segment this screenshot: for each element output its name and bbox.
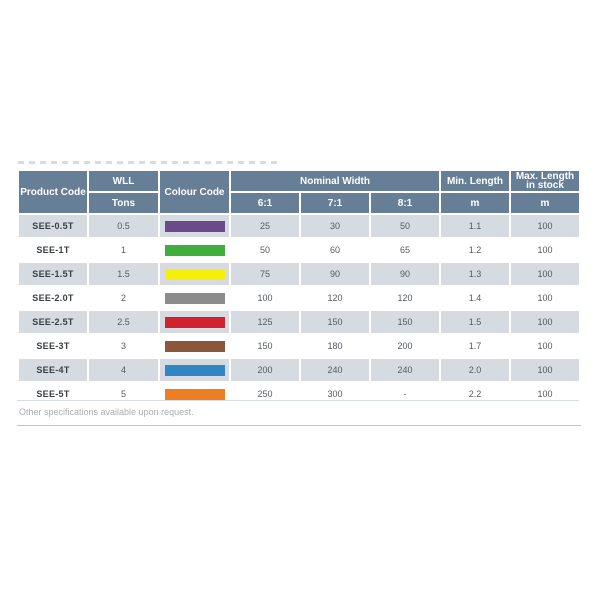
wll-cell: 3 xyxy=(89,335,158,359)
width-8-cell: 90 xyxy=(371,263,439,287)
width-6-cell: 75 xyxy=(231,263,299,287)
max-length-cell: 100 xyxy=(511,359,579,383)
header-min-length-unit: m xyxy=(441,193,509,215)
product-code-cell: SEE-2.5T xyxy=(19,311,87,335)
table-bottom-divider xyxy=(17,400,579,401)
width-8-cell: - xyxy=(371,383,439,407)
colour-cell xyxy=(160,311,229,335)
header-max-length-unit: m xyxy=(511,193,579,215)
min-length-cell: 1.3 xyxy=(441,263,509,287)
header-product-code: Product Code xyxy=(19,171,87,215)
max-length-cell: 100 xyxy=(511,263,579,287)
product-code-cell: SEE-1.5T xyxy=(19,263,87,287)
wll-cell: 0.5 xyxy=(89,215,158,239)
colour-cell xyxy=(160,383,229,407)
product-code-cell: SEE-2.0T xyxy=(19,287,87,311)
product-code-cell: SEE-5T xyxy=(19,383,87,407)
wll-cell: 2.5 xyxy=(89,311,158,335)
colour-cell xyxy=(160,335,229,359)
footnote-divider xyxy=(17,425,581,426)
wll-cell: 1.5 xyxy=(89,263,158,287)
max-length-cell: 100 xyxy=(511,383,579,407)
wll-cell: 4 xyxy=(89,359,158,383)
colour-swatch xyxy=(164,244,225,256)
footnote: Other specifications available upon requ… xyxy=(19,407,194,417)
width-6-cell: 100 xyxy=(231,287,299,311)
colour-swatch xyxy=(164,292,225,304)
product-code-cell: SEE-1T xyxy=(19,239,87,263)
width-7-cell: 30 xyxy=(301,215,369,239)
header-min-length: Min. Length xyxy=(441,171,509,193)
header-colour-code: Colour Code xyxy=(160,171,229,215)
width-7-cell: 120 xyxy=(301,287,369,311)
colour-swatch xyxy=(164,340,225,352)
header-wll: WLL xyxy=(89,171,158,193)
width-8-cell: 65 xyxy=(371,239,439,263)
colour-swatch xyxy=(164,316,225,328)
table-row: SEE-1T 1 50 60 65 1.2 100 xyxy=(19,239,579,263)
width-8-cell: 150 xyxy=(371,311,439,335)
colour-swatch xyxy=(164,220,225,232)
colour-cell xyxy=(160,239,229,263)
colour-cell xyxy=(160,215,229,239)
width-7-cell: 180 xyxy=(301,335,369,359)
width-7-cell: 240 xyxy=(301,359,369,383)
min-length-cell: 2.0 xyxy=(441,359,509,383)
width-7-cell: 300 xyxy=(301,383,369,407)
colour-cell xyxy=(160,263,229,287)
header-ratio-6: 6:1 xyxy=(231,193,299,215)
width-6-cell: 250 xyxy=(231,383,299,407)
table-row: SEE-1.5T 1.5 75 90 90 1.3 100 xyxy=(19,263,579,287)
width-6-cell: 50 xyxy=(231,239,299,263)
colour-cell xyxy=(160,359,229,383)
table-row: SEE-0.5T 0.5 25 30 50 1.1 100 xyxy=(19,215,579,239)
header-ratio-7: 7:1 xyxy=(301,193,369,215)
colour-swatch xyxy=(164,388,225,400)
table-row: SEE-4T 4 200 240 240 2.0 100 xyxy=(19,359,579,383)
max-length-cell: 100 xyxy=(511,335,579,359)
header-wll-unit: Tons xyxy=(89,193,158,215)
faint-caption-line xyxy=(18,161,280,164)
max-length-cell: 100 xyxy=(511,239,579,263)
width-8-cell: 240 xyxy=(371,359,439,383)
min-length-cell: 2.2 xyxy=(441,383,509,407)
wll-cell: 5 xyxy=(89,383,158,407)
header-nominal-width: Nominal Width xyxy=(231,171,439,193)
header-max-length: Max. Length in stock xyxy=(511,171,579,193)
wll-cell: 2 xyxy=(89,287,158,311)
min-length-cell: 1.2 xyxy=(441,239,509,263)
max-length-cell: 100 xyxy=(511,215,579,239)
min-length-cell: 1.4 xyxy=(441,287,509,311)
table-row: SEE-5T 5 250 300 - 2.2 100 xyxy=(19,383,579,407)
max-length-cell: 100 xyxy=(511,287,579,311)
width-7-cell: 150 xyxy=(301,311,369,335)
table-row: SEE-2.5T 2.5 125 150 150 1.5 100 xyxy=(19,311,579,335)
header-ratio-8: 8:1 xyxy=(371,193,439,215)
table-row: SEE-2.0T 2 100 120 120 1.4 100 xyxy=(19,287,579,311)
width-6-cell: 25 xyxy=(231,215,299,239)
specification-table: Product Code WLL Colour Code Nominal Wid… xyxy=(17,171,581,407)
product-code-cell: SEE-0.5T xyxy=(19,215,87,239)
min-length-cell: 1.7 xyxy=(441,335,509,359)
colour-cell xyxy=(160,287,229,311)
width-6-cell: 150 xyxy=(231,335,299,359)
min-length-cell: 1.1 xyxy=(441,215,509,239)
width-7-cell: 90 xyxy=(301,263,369,287)
width-8-cell: 120 xyxy=(371,287,439,311)
wll-cell: 1 xyxy=(89,239,158,263)
product-code-cell: SEE-3T xyxy=(19,335,87,359)
colour-swatch xyxy=(164,268,225,280)
width-7-cell: 60 xyxy=(301,239,369,263)
width-6-cell: 200 xyxy=(231,359,299,383)
max-length-cell: 100 xyxy=(511,311,579,335)
min-length-cell: 1.5 xyxy=(441,311,509,335)
product-code-cell: SEE-4T xyxy=(19,359,87,383)
table-row: SEE-3T 3 150 180 200 1.7 100 xyxy=(19,335,579,359)
width-8-cell: 200 xyxy=(371,335,439,359)
width-6-cell: 125 xyxy=(231,311,299,335)
colour-swatch xyxy=(164,364,225,376)
width-8-cell: 50 xyxy=(371,215,439,239)
